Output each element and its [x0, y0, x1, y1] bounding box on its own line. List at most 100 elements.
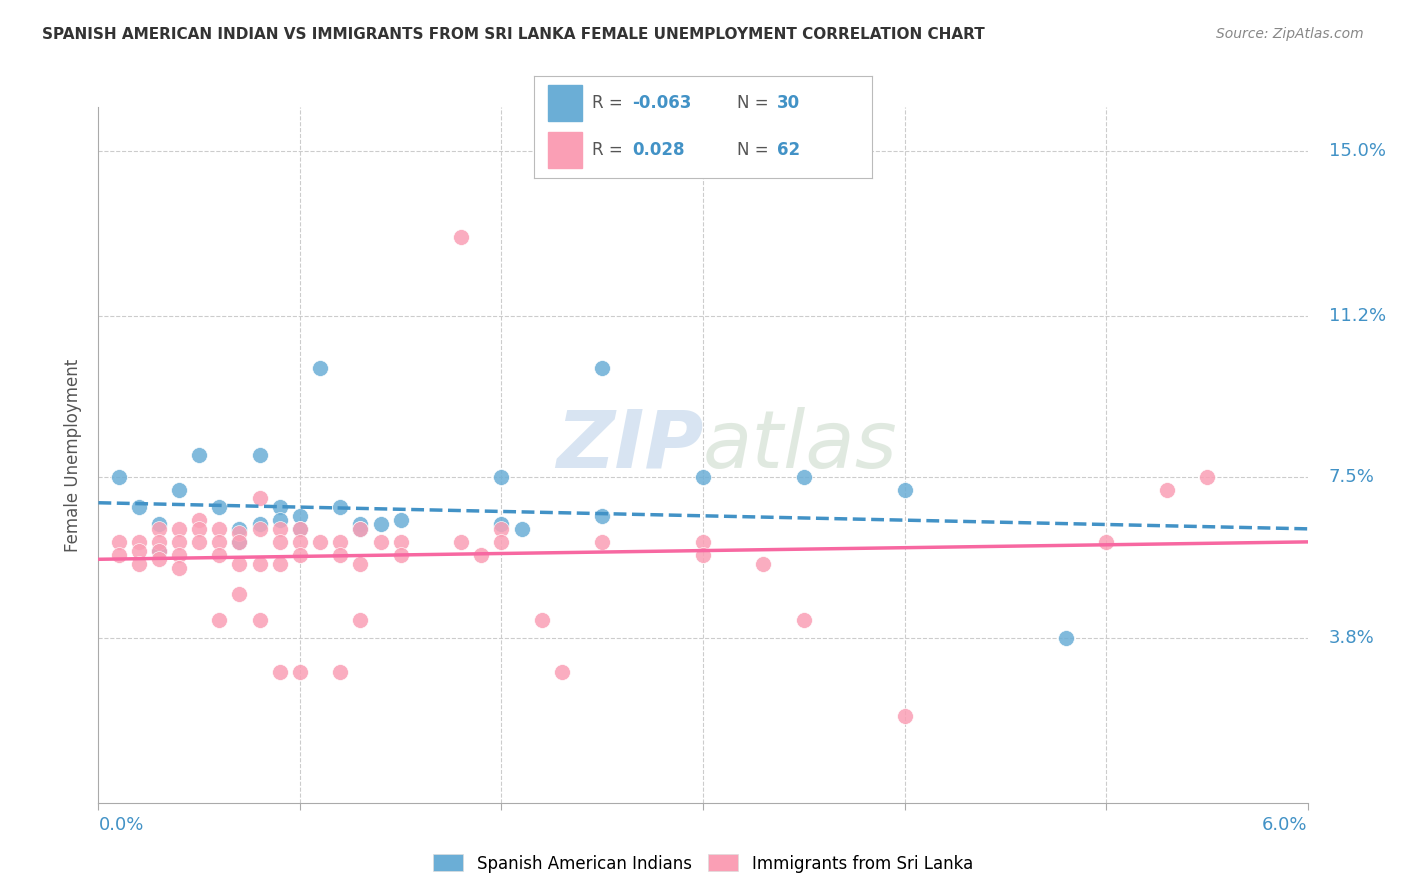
Point — [269, 522, 291, 536]
Point — [309, 535, 332, 549]
Point — [208, 522, 231, 536]
Point — [591, 535, 613, 549]
Point — [269, 557, 291, 571]
Point — [893, 708, 915, 723]
Point — [1156, 483, 1178, 497]
Text: 15.0%: 15.0% — [1329, 142, 1386, 160]
Point — [752, 557, 775, 571]
Point — [128, 500, 150, 514]
Point — [370, 517, 392, 532]
Text: 6.0%: 6.0% — [1263, 816, 1308, 834]
Point — [389, 535, 412, 549]
Point — [349, 517, 371, 532]
Text: -0.063: -0.063 — [633, 94, 692, 112]
Point — [692, 469, 714, 483]
Point — [188, 535, 211, 549]
Point — [208, 613, 231, 627]
Text: 30: 30 — [778, 94, 800, 112]
Point — [288, 522, 311, 536]
Point — [269, 665, 291, 680]
Point — [148, 517, 170, 532]
Point — [148, 543, 170, 558]
Point — [1095, 535, 1118, 549]
Point — [148, 543, 170, 558]
Point — [793, 469, 815, 483]
Point — [389, 548, 412, 562]
Point — [491, 535, 513, 549]
Point — [1195, 469, 1218, 483]
Point — [228, 526, 250, 541]
Point — [128, 557, 150, 571]
Point — [188, 448, 211, 462]
Point — [692, 548, 714, 562]
Text: SPANISH AMERICAN INDIAN VS IMMIGRANTS FROM SRI LANKA FEMALE UNEMPLOYMENT CORRELA: SPANISH AMERICAN INDIAN VS IMMIGRANTS FR… — [42, 27, 986, 42]
Point — [389, 513, 412, 527]
Point — [491, 469, 513, 483]
Point — [288, 665, 311, 680]
Point — [370, 535, 392, 549]
Text: Source: ZipAtlas.com: Source: ZipAtlas.com — [1216, 27, 1364, 41]
Point — [309, 360, 332, 375]
Point — [228, 522, 250, 536]
Point — [128, 535, 150, 549]
Point — [329, 548, 352, 562]
Point — [208, 548, 231, 562]
Point — [591, 360, 613, 375]
Point — [269, 500, 291, 514]
Point — [148, 552, 170, 566]
Point — [228, 587, 250, 601]
Point — [188, 513, 211, 527]
Point — [269, 535, 291, 549]
Bar — [548, 85, 582, 121]
Point — [148, 535, 170, 549]
Point — [450, 535, 472, 549]
Point — [228, 535, 250, 549]
Text: N =: N = — [737, 94, 773, 112]
Point — [188, 522, 211, 536]
Legend: Spanish American Indians, Immigrants from Sri Lanka: Spanish American Indians, Immigrants fro… — [426, 847, 980, 880]
Point — [329, 500, 352, 514]
Text: R =: R = — [592, 141, 627, 159]
Point — [107, 469, 129, 483]
Text: N =: N = — [737, 141, 773, 159]
Point — [288, 508, 311, 523]
Point — [692, 535, 714, 549]
Point — [228, 557, 250, 571]
Point — [491, 517, 513, 532]
Point — [329, 665, 352, 680]
Text: 62: 62 — [778, 141, 800, 159]
Point — [288, 522, 311, 536]
Point — [591, 508, 613, 523]
Text: 11.2%: 11.2% — [1329, 307, 1386, 325]
Point — [491, 522, 513, 536]
Point — [228, 535, 250, 549]
Point — [249, 517, 271, 532]
Point — [167, 561, 190, 575]
Point — [249, 522, 271, 536]
Text: 0.028: 0.028 — [633, 141, 685, 159]
Text: 3.8%: 3.8% — [1329, 629, 1375, 647]
Point — [329, 535, 352, 549]
Text: 0.0%: 0.0% — [98, 816, 143, 834]
Point — [470, 548, 492, 562]
Point — [349, 522, 371, 536]
Point — [107, 535, 129, 549]
Point — [249, 613, 271, 627]
Point — [208, 500, 231, 514]
Point — [793, 613, 815, 627]
Point — [167, 535, 190, 549]
Text: R =: R = — [592, 94, 627, 112]
Point — [107, 548, 129, 562]
Point — [288, 548, 311, 562]
Point — [349, 557, 371, 571]
Text: ZIP: ZIP — [555, 407, 703, 485]
Point — [269, 513, 291, 527]
Point — [510, 522, 533, 536]
Point — [349, 522, 371, 536]
Text: atlas: atlas — [703, 407, 898, 485]
Point — [530, 613, 553, 627]
Bar — [548, 132, 582, 168]
Point — [167, 483, 190, 497]
Point — [167, 548, 190, 562]
Point — [288, 535, 311, 549]
